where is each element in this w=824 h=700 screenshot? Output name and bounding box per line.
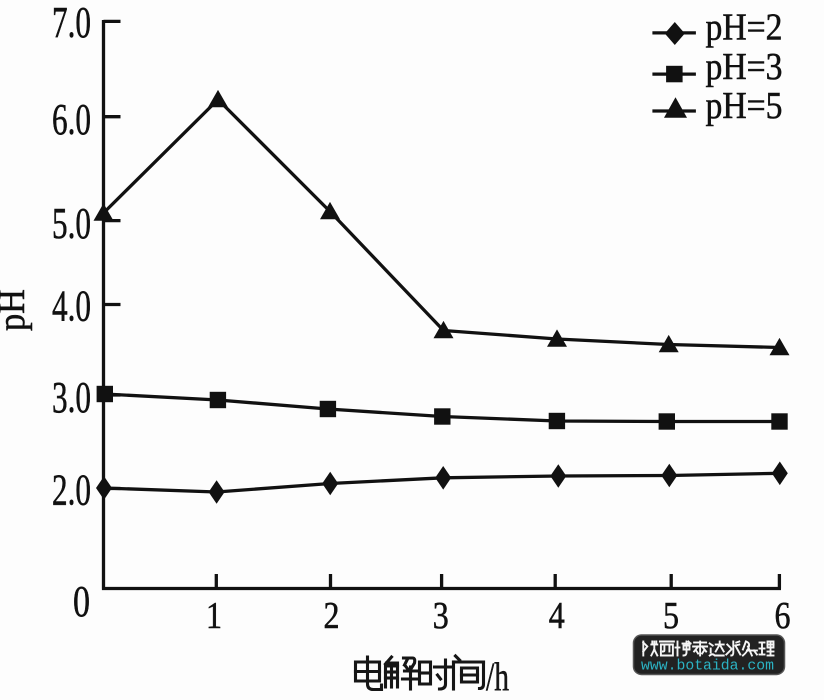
svg-text:3: 3 [433,595,449,637]
svg-text:6: 6 [775,595,791,637]
svg-text:2.0: 2.0 [52,466,91,515]
svg-text:5.0: 5.0 [52,199,91,248]
svg-text:6.0: 6.0 [52,95,91,144]
svg-text:2: 2 [324,595,340,637]
svg-text:pH=5: pH=5 [706,85,783,127]
svg-text:pH=3: pH=3 [706,46,783,88]
svg-text:www.botaida.com: www.botaida.com [641,658,774,675]
svg-text:3.0: 3.0 [52,373,91,422]
svg-text:4.0: 4.0 [52,282,91,331]
svg-text:/h: /h [486,654,509,699]
svg-text:5: 5 [663,595,679,637]
svg-text:1: 1 [206,595,222,637]
svg-text:pH=2: pH=2 [706,7,783,49]
svg-text:0: 0 [73,577,90,626]
svg-text:4: 4 [549,595,565,637]
svg-text:pH: pH [0,289,33,331]
svg-text:7.0: 7.0 [52,0,91,47]
